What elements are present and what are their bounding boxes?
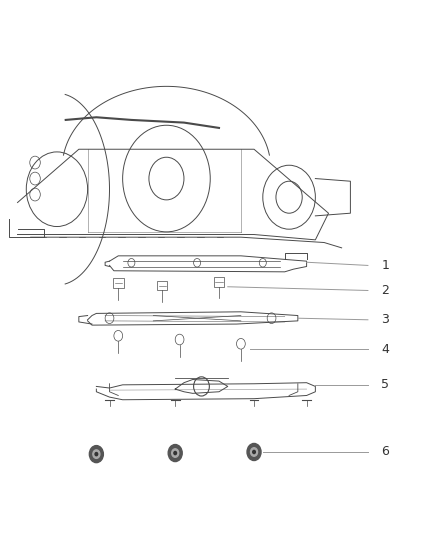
- Text: 2: 2: [381, 284, 389, 297]
- Circle shape: [247, 443, 261, 461]
- Circle shape: [95, 453, 98, 456]
- Text: 3: 3: [381, 313, 389, 326]
- Text: 6: 6: [381, 446, 389, 458]
- Circle shape: [93, 450, 100, 458]
- Bar: [157, 281, 167, 290]
- Text: 4: 4: [381, 343, 389, 356]
- Text: 1: 1: [381, 259, 389, 272]
- Bar: [214, 277, 224, 287]
- Circle shape: [89, 446, 103, 463]
- Circle shape: [172, 449, 179, 457]
- Circle shape: [251, 448, 258, 456]
- Bar: [113, 278, 124, 288]
- Circle shape: [174, 451, 177, 455]
- Circle shape: [253, 450, 255, 454]
- Circle shape: [168, 445, 182, 462]
- Text: 5: 5: [381, 378, 389, 391]
